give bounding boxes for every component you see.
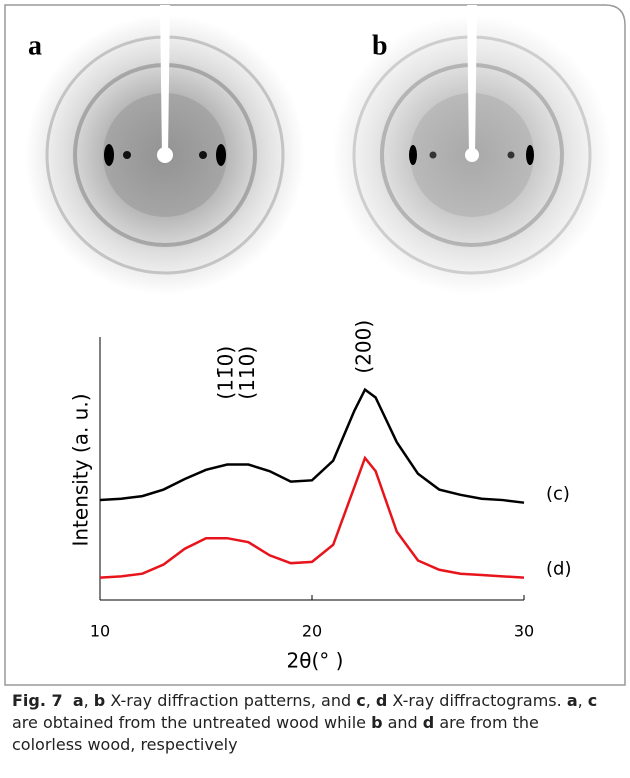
caption-text: c [356,691,366,710]
caption-text: X-ray diffraction patterns, and [105,691,357,710]
legend-label: (c) [546,484,570,505]
legend-label: (d) [546,559,571,580]
line [99,387,525,504]
frame [4,4,626,686]
caption-text: , [83,691,94,710]
x-axis-label: 2θ(° ) [287,649,344,673]
caption-text: , [577,691,588,710]
caption-text: d [375,691,388,710]
diffraction-b [332,5,612,295]
x-tick-label: 30 [514,622,534,641]
caption-text: d [422,713,435,732]
annotation: (11̄0) [214,346,238,400]
figure: a b 2θ(° ) Intensity (a. u.) 10 20 30 (c) (d… [4,4,626,686]
caption: Fig. 7 a, b X-ray diffraction patterns, … [12,690,612,756]
panel-label: b [372,30,388,61]
caption-text: b [371,713,383,732]
caption-text: are from the colorless wood, respectivel… [12,713,544,754]
annotation: (200) [352,320,376,374]
caption-text: , [365,691,376,710]
annotation: (110) [235,346,259,400]
caption-text: are obtained from the untreated wood whi… [12,691,603,732]
y-axis-label: Intensity (a. u.) [69,393,93,546]
caption-text: a [72,691,84,710]
caption-text [63,691,73,710]
caption-text: a [566,691,578,710]
caption-text: Fig. 7 [12,691,63,710]
x-tick-label: 20 [302,622,322,641]
caption-text: X-ray diffractograms. [387,691,567,710]
caption-text: b [93,691,106,710]
caption-text: and [382,713,423,732]
diffraction-a [25,5,305,295]
panel-label: a [28,30,42,61]
line [99,455,525,579]
caption-text: c [587,691,598,710]
x-tick-label: 10 [90,622,110,641]
